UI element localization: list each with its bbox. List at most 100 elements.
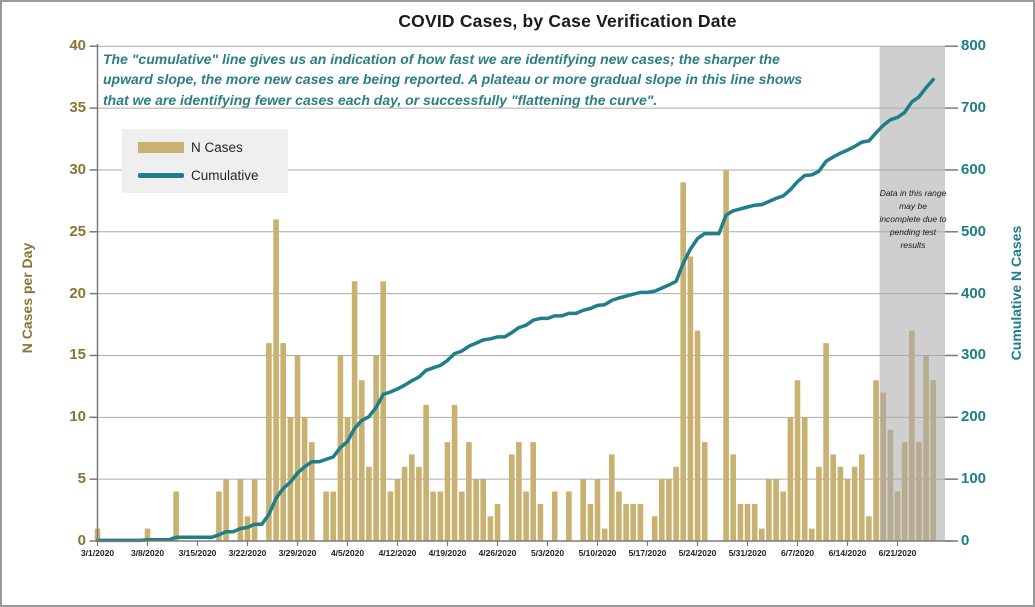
daily-cases-bar [623,503,629,541]
daily-cases-bar [223,479,229,541]
daily-cases-bar [394,479,401,541]
daily-cases-bar [694,330,701,541]
daily-cases-bar [216,491,222,541]
daily-cases-bar [494,503,501,541]
daily-cases-bar [144,528,151,541]
daily-cases-bar [530,442,536,542]
daily-cases-bar [680,182,686,542]
left-axis-title: N Cases per Day [19,242,35,354]
daily-cases-bar [459,491,465,541]
daily-cases-bar [580,479,586,541]
daily-cases-bar [737,503,744,541]
daily-cases-bar [330,491,336,541]
daily-cases-bar [851,466,858,541]
daily-cases-bar [309,442,315,542]
legend-label-cumulative: Cumulative [191,167,259,183]
daily-cases-bar [437,491,444,541]
daily-cases-bar [373,355,379,541]
daily-cases-bar [751,503,758,541]
cumulative-line [95,77,935,543]
daily-cases-bar [251,479,258,541]
annotation-line-3: that we are identifying fewer cases each… [103,91,658,108]
daily-cases-bar [280,343,286,541]
daily-cases-bar [659,479,665,541]
daily-cases-bar [266,343,272,541]
daily-cases-bar [351,281,358,541]
daily-cases-bar [380,281,386,541]
daily-cases-bar [473,479,479,541]
daily-cases-bar [837,466,844,541]
daily-cases-bar [801,417,808,541]
legend-entry-cases: N Cases [138,137,243,157]
daily-cases-bar [787,417,794,541]
annotation-text: The "cumulative" line gives us an indica… [103,49,903,110]
daily-cases-bar [823,343,829,541]
daily-cases-bar [344,417,351,541]
daily-cases-bar [287,417,294,541]
annotation-line-2: upward slope, the more new cases are bei… [103,71,803,88]
daily-cases-bar [780,491,786,541]
legend: N Cases Cumulative [122,129,288,193]
daily-cases-bar [759,528,765,541]
daily-cases-bar [601,528,608,541]
daily-cases-bar [516,442,522,542]
daily-cases-bar [666,479,672,541]
daily-cases-bar [523,491,529,541]
daily-cases-bar [609,454,615,541]
daily-cases-bar [844,479,851,541]
daily-cases-bar [509,454,515,541]
daily-cases-bar [651,516,658,541]
line-swatch [138,172,184,178]
daily-cases-bar [701,442,708,542]
daily-cases-bar [173,491,179,541]
daily-cases-bar [594,479,601,541]
daily-cases-bar [766,479,772,541]
daily-cases-bar [616,491,622,541]
legend-label-cases: N Cases [191,139,243,155]
daily-cases-bar [294,355,301,541]
daily-cases-bar [537,503,544,541]
daily-cases-bar [487,516,494,541]
daily-cases-bar [387,491,394,541]
daily-cases-bar [451,404,458,541]
daily-cases-bar [273,219,279,541]
daily-cases-bar [480,479,486,541]
daily-cases-bar [444,442,451,542]
page-title: COVID Cases, by Case Verification Date [398,11,737,31]
daily-cases-bar [237,479,244,541]
daily-cases-bar [323,491,329,541]
daily-cases-bar [723,169,729,541]
daily-cases-bar [744,503,751,541]
daily-cases-bar [673,466,679,541]
daily-cases-bar [551,491,558,541]
daily-cases-bar [301,417,308,541]
daily-cases-bar [416,466,422,541]
daily-cases-bar [830,454,836,541]
incomplete-data-region [879,46,945,541]
daily-cases-bar [466,442,472,542]
daily-cases-bar [409,454,415,541]
daily-cases-bar [359,380,365,541]
right-axis-title: Cumulative N Cases [1008,225,1024,361]
daily-cases-bar [773,479,779,541]
daily-cases-bar [873,380,879,541]
daily-cases-bar [566,491,572,541]
daily-cases-bar [366,466,372,541]
legend-entry-cumulative: Cumulative [138,165,259,185]
daily-cases-bar [587,503,594,541]
annotation-line-1: The "cumulative" line gives us an indica… [103,51,780,67]
daily-cases-bar [866,516,872,541]
daily-cases-bar [630,503,636,541]
daily-cases-bar [401,466,408,541]
daily-cases-bar [430,491,436,541]
daily-cases-bar [730,454,736,541]
daily-cases-bar [687,256,694,541]
incomplete-range-note: Data in this range may be incomplete due… [879,188,947,250]
daily-cases-bar [816,466,822,541]
daily-cases-bar [859,454,865,541]
daily-cases-bar [423,404,429,541]
daily-cases-bar [809,528,815,541]
bar-swatch [138,141,184,153]
